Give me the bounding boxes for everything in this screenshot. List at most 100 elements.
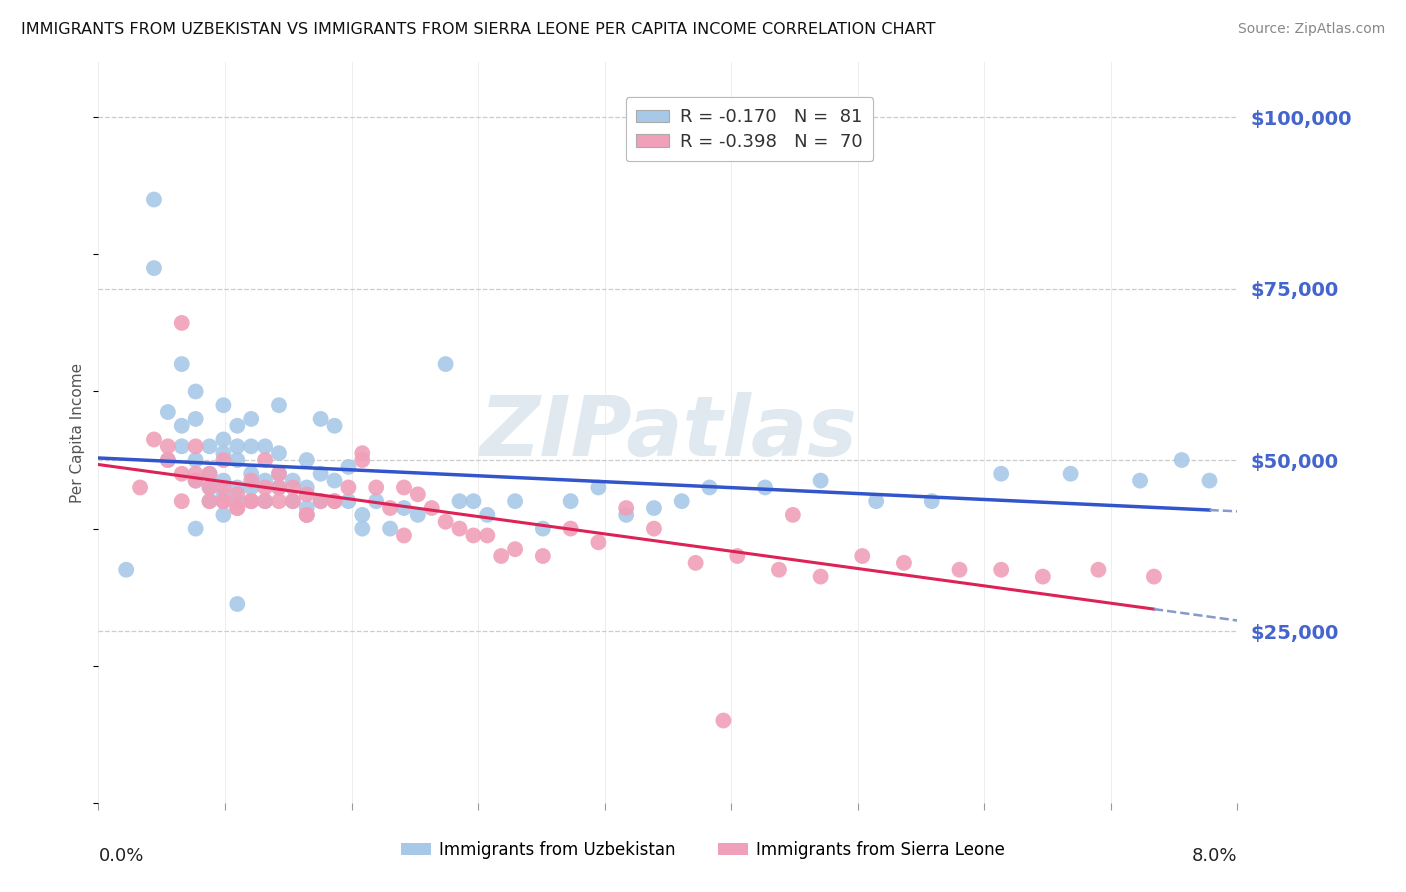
Point <box>420 501 443 516</box>
Point <box>614 501 637 516</box>
Point <box>560 494 582 508</box>
Point <box>240 494 263 508</box>
Point <box>156 405 179 419</box>
Point <box>1129 474 1152 488</box>
Point <box>1170 453 1192 467</box>
Point <box>1143 569 1166 583</box>
Point <box>337 494 360 508</box>
Point <box>352 446 374 460</box>
Point <box>267 446 290 460</box>
Point <box>254 453 277 467</box>
Point <box>434 515 457 529</box>
Point <box>254 474 277 488</box>
Point <box>378 501 401 516</box>
Point <box>170 357 193 371</box>
Point <box>184 412 207 426</box>
Text: IMMIGRANTS FROM UZBEKISTAN VS IMMIGRANTS FROM SIERRA LEONE PER CAPITA INCOME COR: IMMIGRANTS FROM UZBEKISTAN VS IMMIGRANTS… <box>21 22 935 37</box>
Point <box>477 508 499 522</box>
Point <box>489 549 512 563</box>
Point <box>212 508 235 522</box>
Point <box>212 474 235 488</box>
Point <box>477 528 499 542</box>
Point <box>267 398 290 412</box>
Point <box>240 494 263 508</box>
Point <box>240 480 263 494</box>
Point <box>267 467 290 481</box>
Point <box>754 480 776 494</box>
Point <box>184 384 207 399</box>
Point <box>392 480 415 494</box>
Point <box>184 467 207 481</box>
Text: 0.0%: 0.0% <box>98 847 143 865</box>
Point <box>254 439 277 453</box>
Point <box>782 508 804 522</box>
Point <box>170 467 193 481</box>
Legend: R = -0.170   N =  81, R = -0.398   N =  70: R = -0.170 N = 81, R = -0.398 N = 70 <box>626 97 873 161</box>
Point <box>156 453 179 467</box>
Point <box>588 480 610 494</box>
Point <box>212 398 235 412</box>
Point <box>184 439 207 453</box>
Point <box>198 480 221 494</box>
Point <box>323 494 346 508</box>
Point <box>1032 569 1054 583</box>
Point <box>1087 563 1109 577</box>
Point <box>198 467 221 481</box>
Point <box>406 487 429 501</box>
Legend: Immigrants from Uzbekistan, Immigrants from Sierra Leone: Immigrants from Uzbekistan, Immigrants f… <box>395 835 1011 866</box>
Point <box>990 563 1012 577</box>
Point <box>267 480 290 494</box>
Point <box>725 549 748 563</box>
Point <box>226 501 249 516</box>
Point <box>643 501 665 516</box>
Point <box>143 433 166 447</box>
Point <box>295 508 318 522</box>
Point <box>643 522 665 536</box>
Point <box>671 494 693 508</box>
Point <box>281 474 304 488</box>
Point <box>198 439 221 453</box>
Point <box>685 556 707 570</box>
Point <box>352 508 374 522</box>
Point <box>295 453 318 467</box>
Point <box>337 459 360 474</box>
Point <box>588 535 610 549</box>
Point <box>560 522 582 536</box>
Point <box>851 549 873 563</box>
Point <box>240 474 263 488</box>
Point <box>198 467 221 481</box>
Point <box>921 494 943 508</box>
Point <box>198 480 221 494</box>
Point <box>352 453 374 467</box>
Point <box>1198 474 1220 488</box>
Point <box>226 418 249 433</box>
Point <box>143 261 166 276</box>
Point <box>212 446 235 460</box>
Point <box>226 439 249 453</box>
Point <box>184 453 207 467</box>
Point <box>254 480 277 494</box>
Point <box>392 528 415 542</box>
Point <box>323 474 346 488</box>
Point <box>323 494 346 508</box>
Point <box>156 439 179 453</box>
Text: 8.0%: 8.0% <box>1192 847 1237 865</box>
Point <box>254 494 277 508</box>
Point <box>449 522 471 536</box>
Point <box>713 714 735 728</box>
Point <box>156 453 179 467</box>
Point <box>295 508 318 522</box>
Point <box>240 439 263 453</box>
Point <box>463 528 485 542</box>
Point <box>281 494 304 508</box>
Point <box>240 412 263 426</box>
Point <box>531 522 554 536</box>
Point <box>143 193 166 207</box>
Point <box>309 494 332 508</box>
Point <box>699 480 721 494</box>
Point <box>1059 467 1081 481</box>
Point <box>449 494 471 508</box>
Point <box>267 494 290 508</box>
Point <box>434 357 457 371</box>
Point <box>212 453 235 467</box>
